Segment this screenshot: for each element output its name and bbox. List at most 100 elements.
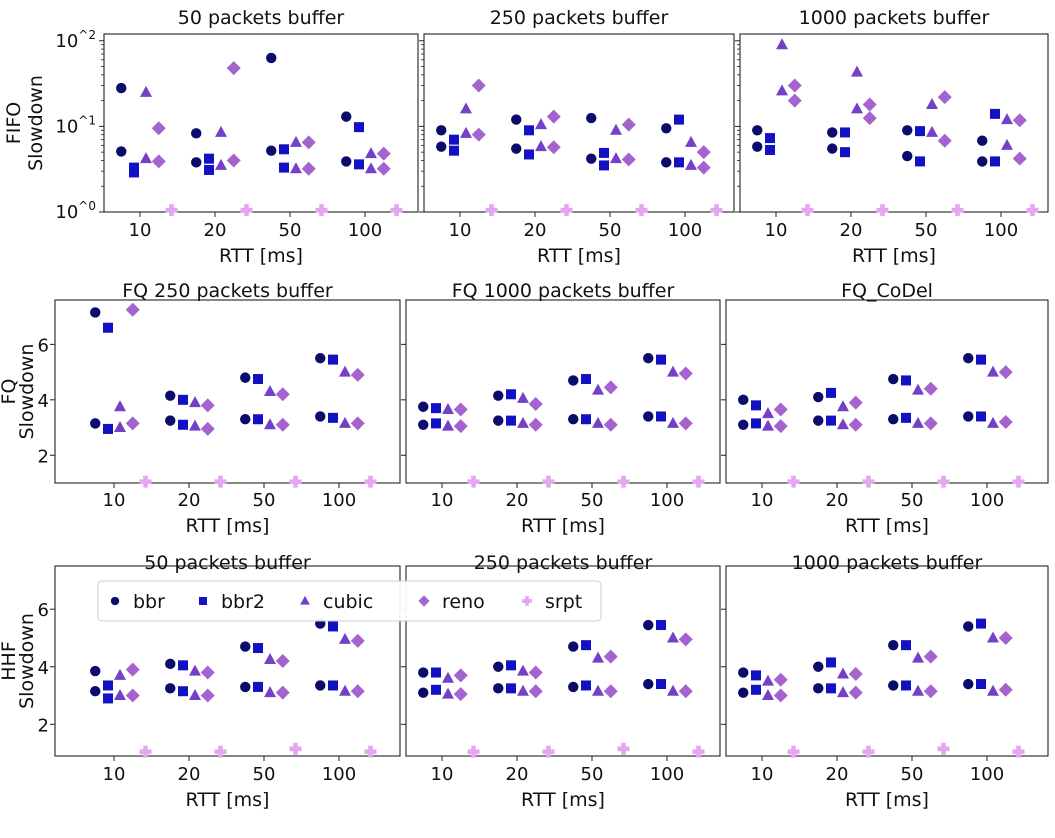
point-srpt [787,475,800,488]
point-cubic [442,671,454,683]
x-tick-label: 50 [915,220,938,241]
point-reno [301,135,316,150]
point-cubic [912,651,924,663]
point-bbr [738,667,749,678]
point-bbr [90,307,101,318]
point-srpt [214,475,227,488]
point-cubic [926,98,938,110]
point-bbr [977,156,988,167]
x-tick-label: 50 [253,490,276,511]
point-bbr2 [506,683,516,694]
y-tick-label: 2 [38,446,49,467]
point-reno [787,78,802,93]
point-bbr2 [524,125,534,136]
x-tick-label: 10 [449,220,472,241]
point-bbr [266,52,277,64]
point-bbr [493,683,504,694]
point-bbr [902,125,913,136]
point-bbr2 [765,133,775,144]
point-reno [603,380,618,395]
point-reno [350,684,365,699]
point-cubic [264,418,276,430]
point-bbr2 [178,394,188,405]
y-tick-label: 10^2 [55,28,96,52]
point-reno [678,632,693,647]
point-cubic [592,651,604,663]
x-tick-label: 100 [984,220,1018,241]
point-cubic [762,419,774,431]
point-bbr [643,678,654,690]
point-reno [696,160,711,175]
point-cubic [339,365,351,377]
point-bbr [963,621,974,632]
point-bbr2 [915,156,925,167]
point-cubic [114,400,126,412]
x-tick-label: 10 [431,490,454,511]
point-reno [226,153,241,168]
point-reno [125,688,140,703]
legend-label-cubic: cubic [323,591,373,613]
x-tick-label: 20 [840,220,863,241]
panel: 1000 packets buffer 10 20 50 100 RTT [ms] [721,552,1049,811]
x-tick-label: 100 [668,220,702,241]
point-bbr2 [449,134,459,145]
point-reno [226,61,241,76]
point-cubic [290,162,302,174]
point-cubic [667,365,679,377]
point-bbr [418,419,429,430]
plot-area [103,33,419,213]
point-cubic [592,416,604,428]
point-reno [621,152,636,167]
legend: bbr bbr2 cubic reno srpt [97,580,602,622]
x-tick-label: 10 [751,764,774,785]
point-cubic [140,85,152,97]
point-bbr2 [656,411,666,422]
y-tick-base: 10 [55,116,78,137]
point-reno [453,668,468,683]
x-tick-label: 50 [901,764,924,785]
point-bbr2 [976,679,986,690]
point-bbr [493,415,504,426]
point-reno [998,415,1013,429]
point-reno [848,417,863,432]
point-bbr [116,82,127,94]
point-reno [275,387,290,402]
point-reno [923,684,938,699]
y-axis-label: Slowdown [16,344,38,440]
x-tick-label: 100 [322,490,356,511]
point-reno [125,416,140,431]
point-bbr [191,128,202,139]
x-tick-label: 100 [650,764,684,785]
legend-label-bbr: bbr [133,591,165,613]
point-bbr2 [581,680,591,691]
point-bbr2 [826,657,836,668]
x-tick-label: 100 [970,764,1004,785]
point-bbr [493,390,504,401]
point-cubic [592,383,604,395]
point-cubic [685,158,697,170]
point-srpt [862,745,875,758]
point-reno [471,78,486,93]
panel: FQ 1000 packets buffer 10 20 50 100 RTT [ms] [401,280,721,537]
legend-label-srpt: srpt [545,591,582,613]
point-bbr [511,143,522,154]
point-cubic [264,653,276,665]
point-cubic [442,419,454,431]
legend-label-reno: reno [442,591,485,613]
point-reno [787,93,802,108]
point-bbr2 [976,618,986,629]
point-bbr [90,665,101,677]
x-tick-label: 100 [970,490,1004,511]
point-reno [923,416,938,431]
x-tick-label: 10 [103,490,126,511]
x-tick-label: 20 [178,490,201,511]
point-srpt [390,204,403,217]
point-cubic [1001,138,1013,150]
point-srpt [951,204,964,217]
point-bbr2 [204,164,214,175]
point-srpt [214,745,227,758]
point-bbr2 [826,387,836,398]
point-bbr2 [751,670,761,681]
point-cubic [762,674,774,686]
point-reno [862,111,877,126]
